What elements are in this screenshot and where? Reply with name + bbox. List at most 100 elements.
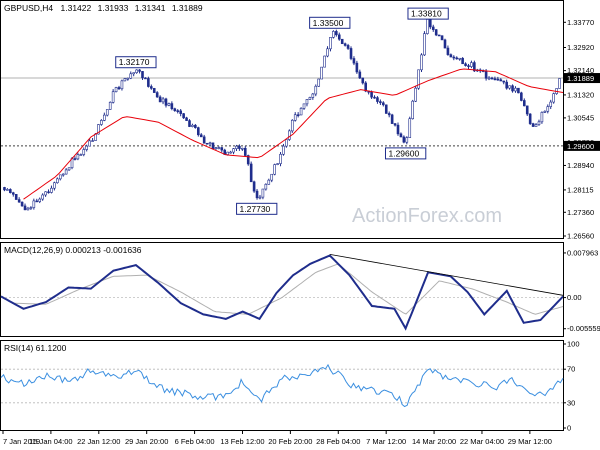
candle-body: [420, 54, 423, 71]
candle-body: [58, 174, 62, 180]
x-tick-label: 29 Jan 20:00: [125, 437, 168, 446]
candle-body: [326, 48, 329, 57]
candle-body: [531, 123, 535, 127]
candle-body: [100, 120, 103, 125]
candle-body: [423, 33, 426, 56]
candle-body: [446, 47, 450, 55]
candle-body: [396, 124, 400, 135]
ohlc-low: 1.31341: [135, 3, 166, 13]
price-title: GBPUSD,H4 1.31422 1.31933 1.31341 1.3188…: [4, 3, 203, 13]
candle-body: [320, 66, 323, 80]
price-y-tick-label: 1.26560: [567, 232, 594, 241]
candle-body: [329, 37, 332, 50]
candle-body: [114, 87, 118, 93]
candle-body: [161, 98, 165, 103]
candle-body: [173, 108, 177, 111]
candle-body: [379, 101, 382, 104]
candle-body: [349, 48, 353, 59]
candle-body: [443, 39, 447, 49]
moving-average-line: [23, 68, 564, 200]
candle-body: [355, 62, 359, 73]
candle-body: [337, 34, 341, 40]
candle-body: [499, 79, 503, 82]
ohlc-close: 1.31889: [172, 3, 203, 13]
candle-body: [232, 148, 235, 153]
candle-body: [467, 65, 470, 67]
candle-body: [434, 29, 438, 36]
price-y-tick-label: 1.28115: [567, 185, 594, 194]
candle-body: [308, 97, 312, 100]
candle-body: [91, 140, 94, 142]
candle-body: [514, 87, 517, 92]
candle-body: [517, 87, 520, 94]
candle-body: [214, 147, 218, 150]
candle-body: [129, 73, 133, 79]
candle-body: [79, 154, 83, 156]
candle-body: [64, 169, 68, 175]
candle-body: [44, 191, 47, 196]
x-tick-label: 7 Jan 2019: [3, 437, 40, 446]
candle-body: [314, 85, 318, 95]
price-layer: 1.32170 1.33500 1.33810 1.29600 1.27730: [1, 7, 564, 215]
rsi-panel-frame: [0, 340, 564, 431]
candle-body: [67, 167, 71, 171]
candle-body: [32, 200, 36, 208]
candle-body: [302, 103, 306, 109]
price-annotation: 1.27730: [236, 202, 278, 215]
rsi-y-tick-label: 0: [567, 424, 571, 433]
candle-body: [437, 34, 441, 37]
candle-body: [405, 137, 409, 143]
candle-body: [38, 198, 42, 202]
price-y-tick-label: 1.30545: [567, 113, 594, 122]
price-annotation-label: 1.33810: [411, 9, 442, 19]
candle-body: [402, 136, 406, 143]
candle-body: [373, 96, 376, 99]
candle-body: [484, 70, 488, 79]
candle-body: [23, 205, 27, 211]
candle-body: [29, 207, 33, 209]
candle-body: [211, 142, 215, 150]
candle-body: [141, 71, 144, 79]
candle-body: [285, 139, 288, 147]
price-y-tick-label: 1.27360: [567, 208, 594, 217]
candle-body: [208, 142, 212, 145]
candle-body: [470, 62, 473, 67]
candle-body: [282, 145, 285, 155]
price-y-tick-label: 1.32140: [567, 66, 594, 75]
candle-body: [508, 85, 511, 89]
candle-body: [449, 54, 453, 58]
price-y-tick-label: 1.32920: [567, 43, 594, 52]
candle-body: [317, 78, 321, 87]
candle-body: [220, 147, 224, 151]
candle-body: [352, 58, 356, 64]
candle-body: [167, 103, 171, 106]
candle-body: [299, 107, 303, 116]
candle-body: [332, 31, 335, 38]
macd-y-tick-label: -0.005559: [567, 324, 600, 333]
candle-body: [88, 140, 91, 147]
candle-body: [346, 45, 350, 49]
candle-body: [188, 120, 191, 127]
candle-body: [387, 113, 391, 116]
candle-body: [502, 80, 506, 83]
candle-body: [546, 106, 550, 112]
candle-body: [9, 189, 12, 194]
candle-body: [3, 187, 6, 191]
candle-body: [246, 155, 250, 165]
candle-body: [164, 98, 168, 106]
candle-body: [384, 104, 388, 114]
price-annotation-label: 1.33500: [313, 18, 344, 28]
candle-body: [191, 124, 194, 127]
candle-body: [155, 92, 159, 98]
symbol-label: GBPUSD,H4: [4, 3, 53, 13]
x-tick-label: 14 Mar 20:00: [412, 437, 456, 446]
rsi-title: RSI(14) 61.1200: [4, 343, 67, 353]
candle-body: [452, 56, 456, 59]
x-tick-label: 6 Feb 04:00: [175, 437, 215, 446]
candle-body: [205, 142, 209, 145]
rsi-y-tick-label: 100: [567, 340, 580, 349]
candle-body: [296, 114, 300, 117]
price-annotation: 1.33810: [407, 7, 449, 20]
candle-body: [505, 81, 508, 89]
